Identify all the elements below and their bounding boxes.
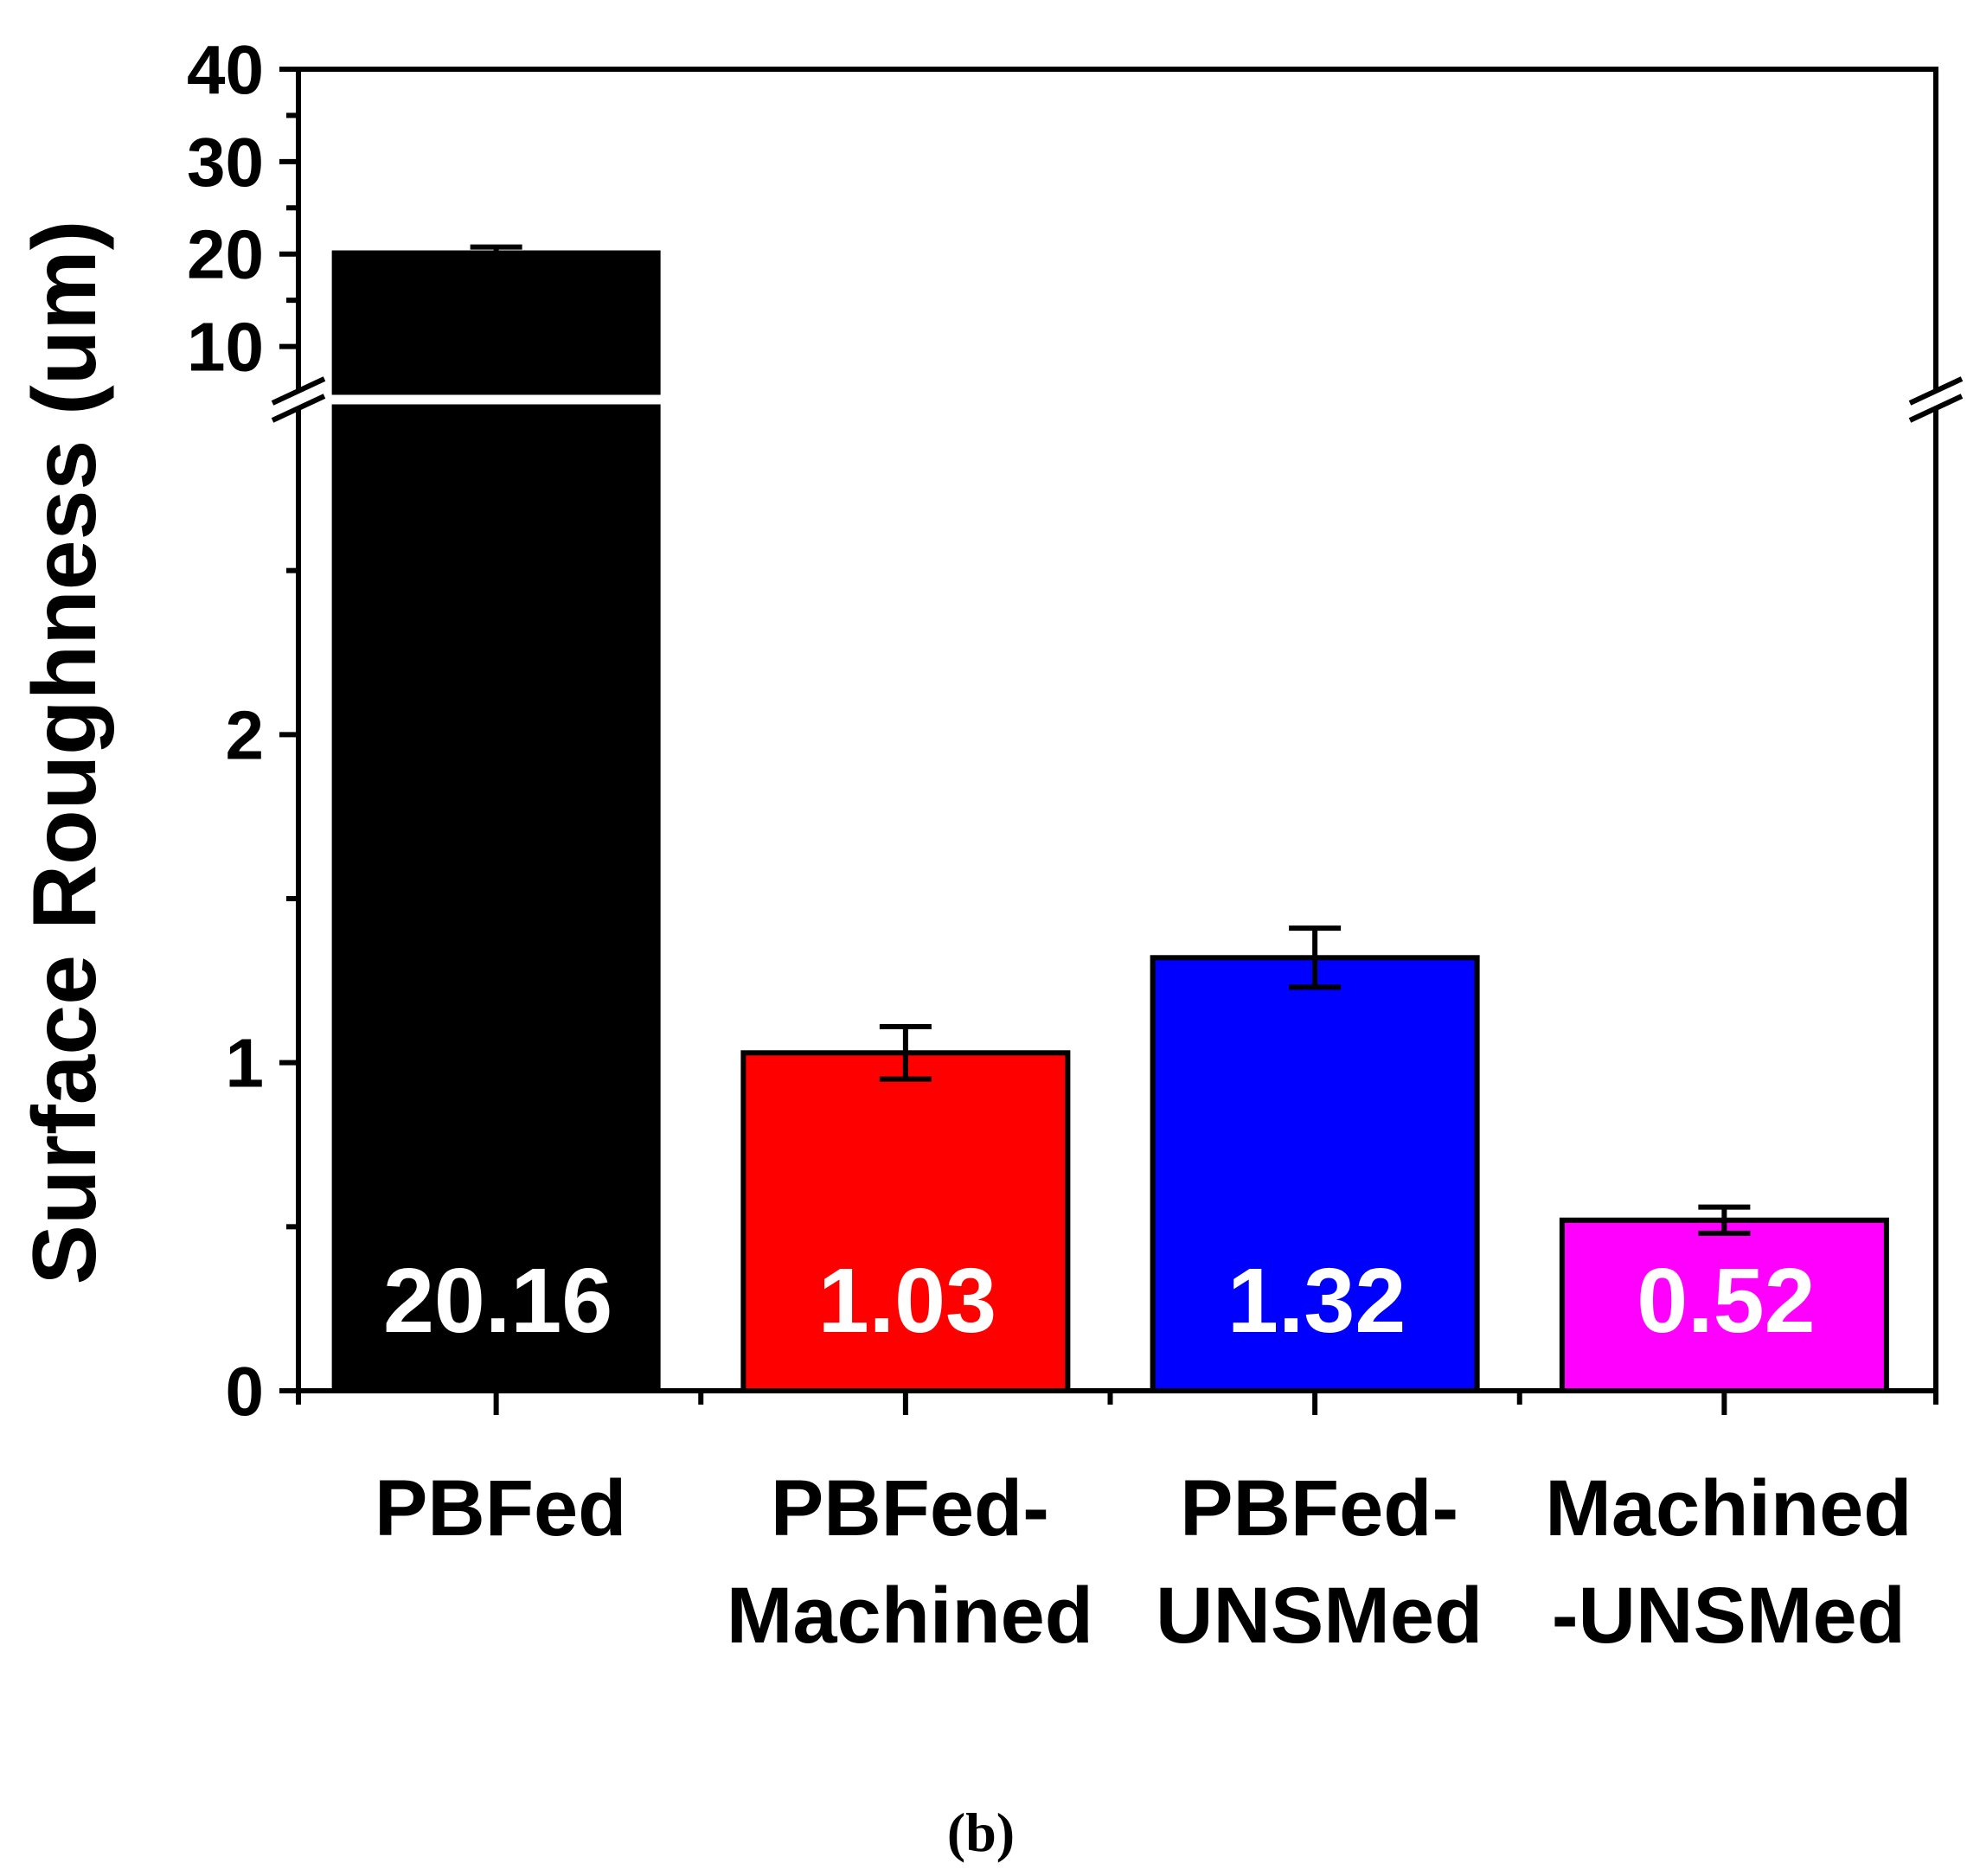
error-bars-layer <box>470 244 1751 1236</box>
y-tick-label: 30 <box>187 124 264 201</box>
bars-layer <box>331 250 1889 1394</box>
bar <box>1150 955 1480 1394</box>
y-tick-label: 1 <box>226 1025 265 1102</box>
category-label: Machined <box>1545 1464 1912 1553</box>
bar-data-label: 1.32 <box>1227 1250 1406 1352</box>
category-label: PBFed- <box>1180 1464 1458 1553</box>
bar-lower-segment <box>331 404 661 1393</box>
bar-data-label: 20.16 <box>383 1250 612 1352</box>
category-label: -UNSMed <box>1552 1572 1906 1660</box>
y-tick-label: 20 <box>187 216 264 293</box>
labels-layer: 20.16 PBFed 1.03 PBFed- Machined 1.32 PBFed- UN… <box>187 31 1913 1660</box>
bar <box>740 1050 1071 1393</box>
axis-break-mark <box>1908 376 1964 406</box>
axis-break-mark <box>271 376 326 406</box>
ticks-layer <box>279 67 1938 1415</box>
figure-caption: (b) <box>947 1802 1015 1863</box>
y-tick-label: 0 <box>226 1353 265 1430</box>
axis-break-mark <box>1908 394 1964 423</box>
bar-upper-segment <box>331 250 661 395</box>
y-tick-label: 40 <box>187 31 264 108</box>
y-tick-label: 2 <box>226 696 265 773</box>
bar-data-label: 0.52 <box>1637 1250 1815 1352</box>
category-label: PBFed- <box>771 1464 1049 1553</box>
category-label: UNSMed <box>1156 1572 1483 1660</box>
category-label: PBFed <box>375 1464 626 1553</box>
axis-break-mark <box>271 394 326 423</box>
category-label: Machined <box>727 1572 1093 1660</box>
y-tick-label: 10 <box>187 309 264 386</box>
y-axis-title: Surface Roughness (um) <box>15 221 115 1285</box>
bar-data-label: 1.03 <box>818 1250 996 1352</box>
